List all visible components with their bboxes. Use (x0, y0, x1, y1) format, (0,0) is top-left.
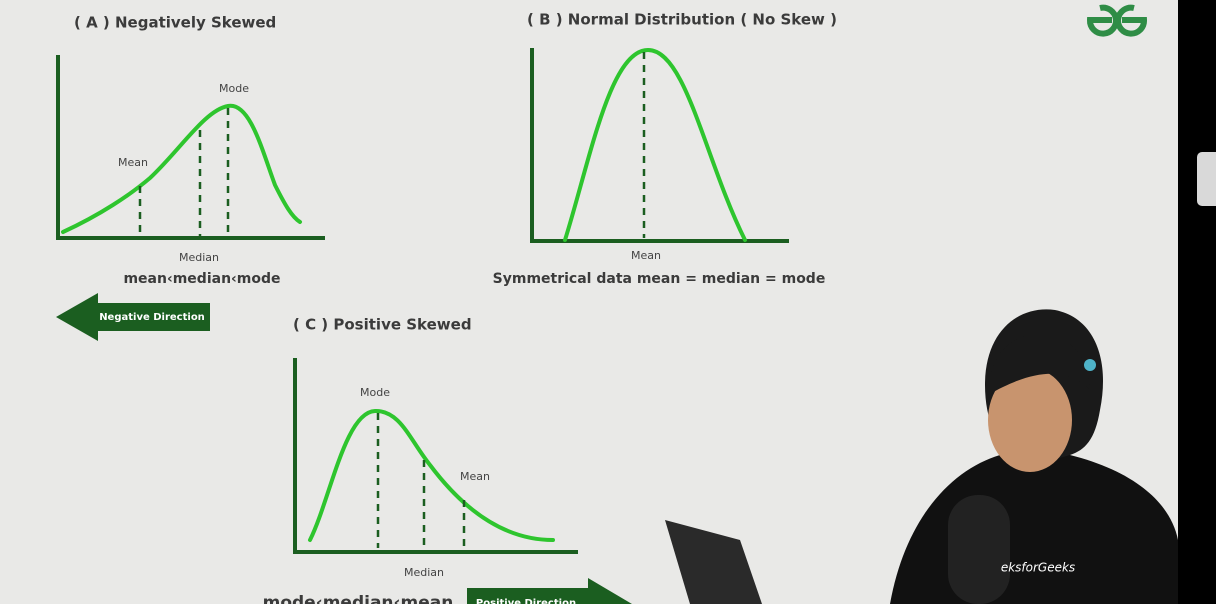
panel-title: ( C ) Positive Skewed (293, 316, 472, 334)
panel-title: ( A ) Negatively Skewed (74, 14, 276, 32)
mean-label: Mean (118, 156, 148, 169)
direction-arrow (467, 578, 632, 604)
presenter: eksforGeeks (665, 309, 1178, 604)
mean-label: Mean (631, 249, 661, 262)
axes (293, 358, 578, 554)
mean-label: Mean (460, 470, 490, 483)
arrow-label: Positive Direction (476, 598, 576, 604)
caption: mode‹median‹mean (263, 593, 454, 604)
mode-label: Mode (219, 82, 249, 95)
direction-arrow (56, 293, 210, 341)
hoodie-text: eksforGeeks (1001, 561, 1075, 575)
median-label: Median (179, 251, 219, 264)
axes (56, 55, 325, 240)
median-label: Median (404, 566, 444, 579)
caption: Symmetrical data mean = median = mode (493, 271, 826, 287)
mode-label: Mode (360, 386, 390, 399)
panel-title: ( B ) Normal Distribution ( No Skew ) (527, 11, 837, 29)
logo (1087, 4, 1147, 37)
caption: mean‹median‹mode (123, 271, 280, 287)
side-card (1197, 152, 1216, 206)
curve (563, 47, 747, 242)
axes (530, 48, 789, 243)
arrow-label: Negative Direction (99, 312, 205, 323)
curve (308, 408, 555, 542)
curve (61, 103, 302, 234)
side-strip (1178, 0, 1216, 604)
